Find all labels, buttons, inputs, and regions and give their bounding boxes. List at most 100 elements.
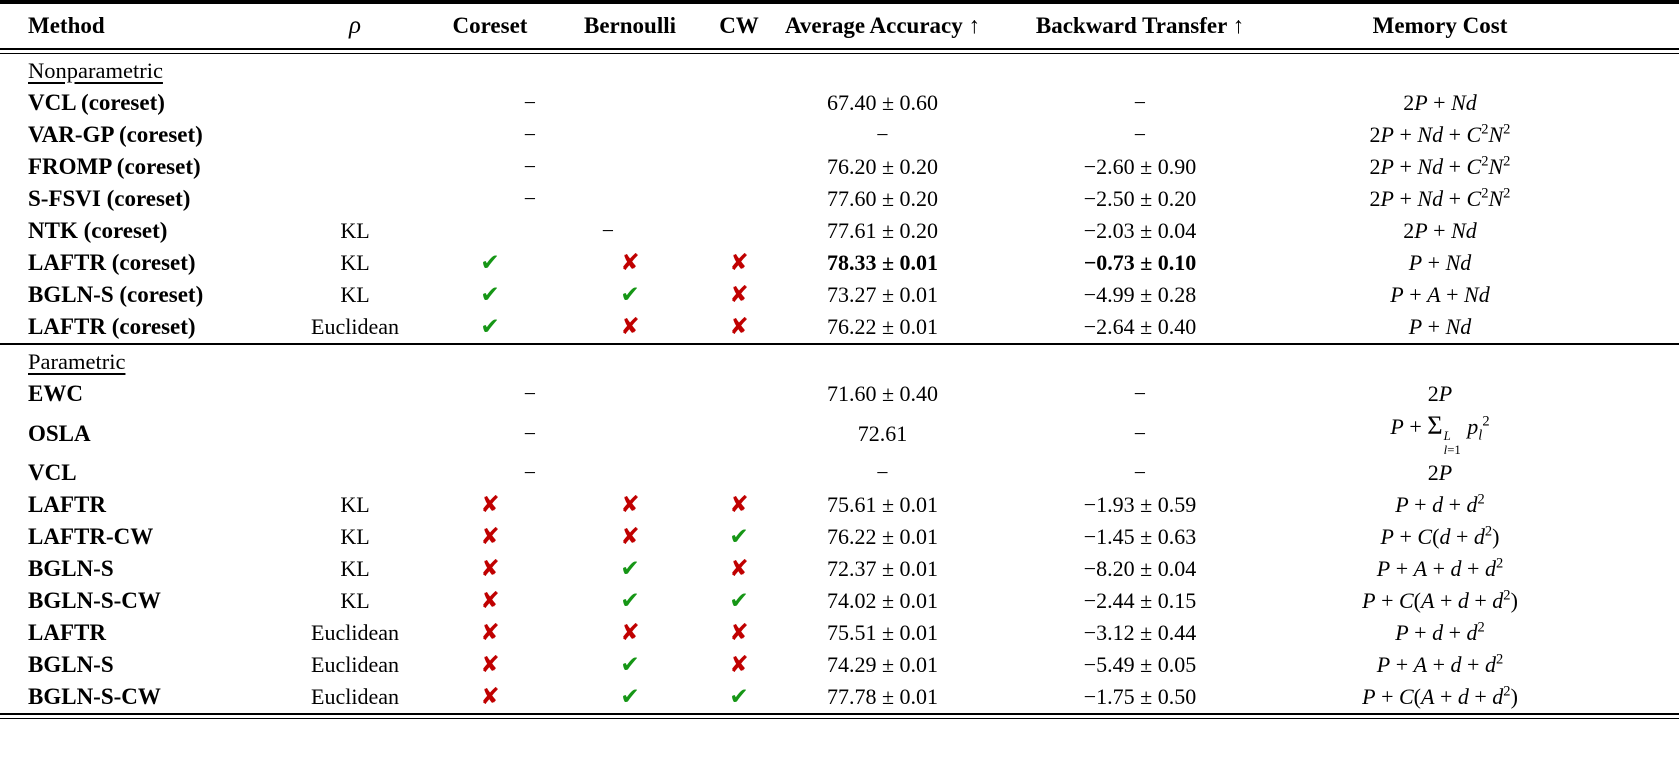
cw-cell <box>698 215 780 247</box>
method-cell: LAFTR-CW <box>28 524 154 550</box>
cross-icon: ✘ <box>729 250 749 276</box>
memory-cost-cell: P + A + d + d2 <box>1376 555 1504 582</box>
memory-cost-cell: P + A + Nd <box>1390 282 1490 307</box>
cross-icon: ✘ <box>620 314 640 340</box>
method-cell: BGLN-S <box>28 556 114 582</box>
rho-cell: KL <box>340 524 370 550</box>
bernoulli-cell: ✘ <box>562 617 698 649</box>
memory-cost-cell: 2P + Nd + C2N2 <box>1369 185 1511 211</box>
backward-transfer-cell: −2.03 ± 0.04 <box>1083 218 1197 243</box>
coreset-cell: ✘ <box>418 553 562 585</box>
coreset-cell: − <box>418 457 562 489</box>
avg-accuracy-cell: 74.29 ± 0.01 <box>826 652 939 678</box>
backward-transfer-cell: −2.64 ± 0.40 <box>1083 314 1197 339</box>
cw-cell <box>698 457 780 489</box>
bernoulli-cell: ✔ <box>562 279 698 311</box>
cross-icon: ✘ <box>620 250 640 276</box>
rho-cell <box>292 119 418 151</box>
memory-cost-cell: 2P <box>1427 381 1453 406</box>
cross-icon: ✘ <box>480 556 500 583</box>
backward-transfer-cell: − <box>1133 460 1147 486</box>
avg-accuracy-cell: − <box>876 460 889 486</box>
dash-mark: − <box>523 460 537 486</box>
memory-cost-cell: P + d + d2 <box>1395 491 1485 518</box>
table-row: S-FSVI (coreset) − 77.60 ± 0.20 −2.50 ± 0.2… <box>0 183 1679 215</box>
coreset-cell: ✔ <box>418 311 562 344</box>
cross-icon: ✘ <box>729 314 749 340</box>
avg-accuracy-cell: 72.61 <box>857 420 908 446</box>
memory-cost-cell: 2P <box>1427 460 1453 486</box>
memory-cost-cell: P + d + d2 <box>1395 619 1485 646</box>
section-label-row: Nonparametric <box>0 54 1679 88</box>
avg-accuracy-cell: 77.78 ± 0.01 <box>826 684 939 710</box>
rho-cell <box>292 151 418 183</box>
backward-transfer-cell: −2.50 ± 0.20 <box>1083 186 1197 211</box>
backward-transfer-cell: − <box>1133 122 1147 147</box>
check-icon: ✔ <box>620 684 640 711</box>
avg-accuracy-cell: 76.20 ± 0.20 <box>826 154 939 179</box>
avg-accuracy-cell: 77.61 ± 0.20 <box>826 218 939 243</box>
avg-accuracy-cell: 76.22 ± 0.01 <box>826 314 939 339</box>
check-icon: ✔ <box>729 684 749 711</box>
table-body: Nonparametric VCL (coreset) − 67.40 ± 0.60 −… <box>0 54 1679 715</box>
coreset-cell: ✔ <box>418 247 562 279</box>
dash-mark: − <box>523 122 537 147</box>
bernoulli-cell <box>562 119 698 151</box>
method-cell: LAFTR (coreset) <box>28 250 196 275</box>
bernoulli-cell: ✘ <box>562 489 698 521</box>
rho-cell <box>292 183 418 215</box>
backward-transfer-cell: −8.20 ± 0.04 <box>1083 556 1197 582</box>
cw-cell: ✘ <box>698 489 780 521</box>
cw-cell: ✔ <box>698 585 780 617</box>
dash-mark: − <box>601 218 615 243</box>
check-icon: ✔ <box>480 250 500 276</box>
cross-icon: ✘ <box>729 492 749 519</box>
sum-symbol: Σ <box>1427 410 1443 440</box>
section-label-text: Parametric <box>28 348 126 374</box>
col-header-backward-transfer: Backward Transfer ↑ <box>1035 13 1245 38</box>
avg-accuracy-cell: 78.33 ± 0.01 <box>826 250 939 275</box>
bernoulli-cell: ✔ <box>562 681 698 714</box>
avg-accuracy-cell: 73.27 ± 0.01 <box>826 282 939 307</box>
rho-cell: Euclidean <box>311 620 399 646</box>
cw-cell: ✘ <box>698 553 780 585</box>
bernoulli-cell <box>562 87 698 119</box>
table-row: VCL − − − 2P <box>0 457 1679 489</box>
method-cell: VCL <box>28 460 77 486</box>
method-cell: BGLN-S-CW <box>28 684 161 710</box>
table-row: VAR-GP (coreset) − − − 2P + Nd + C2N2 <box>0 119 1679 151</box>
rho-cell: KL <box>340 492 370 518</box>
col-header-cw: CW <box>719 13 759 38</box>
avg-accuracy-cell: 75.51 ± 0.01 <box>826 620 939 646</box>
method-cell: BGLN-S <box>28 652 114 678</box>
section-label-row: Parametric <box>0 343 1679 378</box>
method-cell: OSLA <box>28 420 91 446</box>
backward-transfer-cell: − <box>1133 90 1147 115</box>
method-cell: BGLN-S-CW <box>28 588 161 614</box>
method-cell: VCL (coreset) <box>28 90 165 115</box>
backward-transfer-cell: −0.73 ± 0.10 <box>1083 250 1197 275</box>
memory-cost-cell: 2P + Nd <box>1403 90 1477 115</box>
col-header-rho: ρ <box>349 12 361 39</box>
cw-cell: ✔ <box>698 681 780 714</box>
cross-icon: ✘ <box>480 492 500 519</box>
bernoulli-cell <box>562 378 698 410</box>
method-cell: NTK (coreset) <box>28 218 168 243</box>
avg-accuracy-cell: − <box>876 122 889 147</box>
cross-icon: ✘ <box>480 620 500 647</box>
bernoulli-cell: − <box>562 215 698 247</box>
rho-cell <box>292 457 418 489</box>
results-table: Method ρ Coreset Bernoulli CW Average Ac… <box>0 0 1679 720</box>
table-row: NTK (coreset) KL − 77.61 ± 0.20 −2.03 ± 0.04… <box>0 215 1679 247</box>
table-row: BGLN-S Euclidean ✘ ✔ ✘ 74.29 ± 0.01 −5.49 ± 0.… <box>0 649 1679 681</box>
method-cell: FROMP (coreset) <box>28 154 201 179</box>
memory-cost-cell: 2P + Nd + C2N2 <box>1369 121 1511 147</box>
memory-cost-cell: P + C(A + d + d2) <box>1362 683 1518 710</box>
rho-cell: Euclidean <box>311 314 399 339</box>
avg-accuracy-cell: 72.37 ± 0.01 <box>826 556 939 582</box>
table-row: BGLN-S (coreset) KL ✔ ✔ ✘ 73.27 ± 0.01 −4.99 ±… <box>0 279 1679 311</box>
method-cell: LAFTR (coreset) <box>28 314 196 339</box>
method-cell: LAFTR <box>28 492 106 518</box>
